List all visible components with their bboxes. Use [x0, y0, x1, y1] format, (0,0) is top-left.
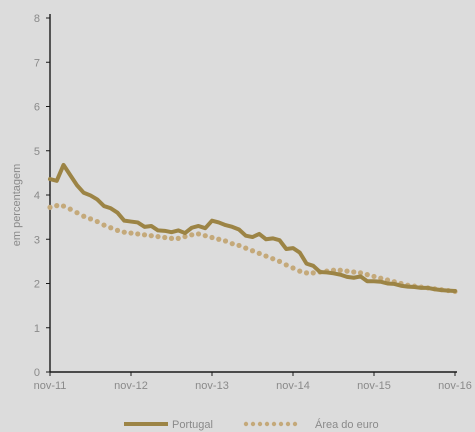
euro-area-point — [357, 270, 364, 276]
euro-area-point — [175, 235, 181, 241]
euro-area-point — [202, 233, 208, 239]
x-tick-label: nov-14 — [276, 380, 310, 392]
euro-area-point — [141, 232, 148, 238]
euro-area-point — [222, 238, 229, 244]
legend-swatch-dot — [250, 421, 256, 427]
euro-area-point — [270, 256, 276, 262]
legend-label-portugal: Portugal — [172, 419, 213, 431]
euro-area-point — [94, 218, 100, 225]
euro-area-point — [67, 206, 73, 212]
euro-area-point — [337, 267, 343, 273]
y-tick-label: 7 — [34, 57, 40, 69]
y-tick-label: 6 — [34, 102, 40, 114]
euro-area-point — [128, 230, 134, 236]
euro-area-point — [310, 270, 316, 276]
euro-area-point — [297, 268, 303, 274]
euro-area-point — [74, 210, 80, 216]
legend-label-euro-area: Área do euro — [315, 418, 379, 431]
y-tick-label: 2 — [34, 279, 40, 291]
euro-area-point — [87, 216, 94, 222]
euro-area-point — [378, 275, 384, 281]
euro-area-point — [121, 229, 127, 235]
legend-swatch-dot — [285, 421, 291, 427]
legend: Portugal Área do euro — [124, 418, 379, 431]
x-tick-label: nov-11 — [34, 380, 67, 392]
x-tick-label: nov-12 — [114, 380, 148, 392]
euro-area-point — [209, 234, 215, 241]
series-portugal — [48, 162, 457, 294]
euro-area-point — [135, 231, 141, 237]
legend-swatch-dot — [257, 421, 263, 427]
euro-area-point — [351, 269, 357, 275]
euro-area-point — [303, 270, 310, 276]
euro-area-point — [344, 268, 350, 274]
euro-area-point — [263, 253, 269, 259]
euro-area-point — [162, 234, 168, 241]
legend-swatch-euro-area — [243, 421, 298, 427]
legend-swatch-dot — [271, 421, 277, 427]
euro-area-point — [114, 227, 121, 233]
y-tick-label: 4 — [34, 190, 40, 202]
y-tick-label: 1 — [34, 323, 40, 335]
legend-swatch-dot — [292, 421, 298, 427]
y-tick-label: 5 — [34, 146, 40, 158]
euro-area-point — [189, 232, 195, 238]
series-euro-area — [47, 203, 458, 295]
euro-area-point — [182, 233, 188, 240]
euro-area-point — [290, 265, 296, 271]
euro-area-point — [168, 235, 175, 241]
euro-area-point — [236, 242, 242, 249]
euro-area-point — [60, 203, 67, 209]
legend-swatch-dot — [264, 421, 270, 427]
x-tick-label: nov-16 — [438, 380, 472, 392]
y-tick-label: 0 — [34, 367, 40, 379]
legend-swatch-dot — [278, 421, 284, 427]
euro-area-point — [81, 213, 87, 219]
euro-area-point — [47, 204, 53, 210]
euro-area-point — [195, 231, 202, 237]
euro-area-point — [54, 203, 60, 209]
y-tick-label: 8 — [34, 13, 40, 25]
euro-area-point — [101, 222, 107, 228]
euro-area-point — [229, 241, 235, 247]
y-axis-title: em percentagem — [11, 164, 23, 247]
euro-area-point — [155, 233, 161, 240]
euro-area-point — [283, 262, 289, 268]
x-tick-label: nov-15 — [357, 380, 391, 392]
euro-area-point — [249, 248, 256, 254]
euro-area-point — [243, 245, 249, 251]
portugal-line — [48, 162, 457, 294]
euro-area-point — [148, 233, 154, 239]
euro-area-point — [256, 250, 262, 257]
euro-area-point — [276, 258, 283, 264]
x-tick-label: nov-13 — [195, 380, 229, 392]
y-tick-label: 3 — [34, 234, 40, 246]
euro-area-point — [364, 272, 370, 278]
euro-area-point — [216, 236, 222, 242]
euro-area-point — [108, 225, 114, 231]
legend-swatch-dot — [243, 421, 249, 427]
euro-area-point — [371, 273, 377, 280]
